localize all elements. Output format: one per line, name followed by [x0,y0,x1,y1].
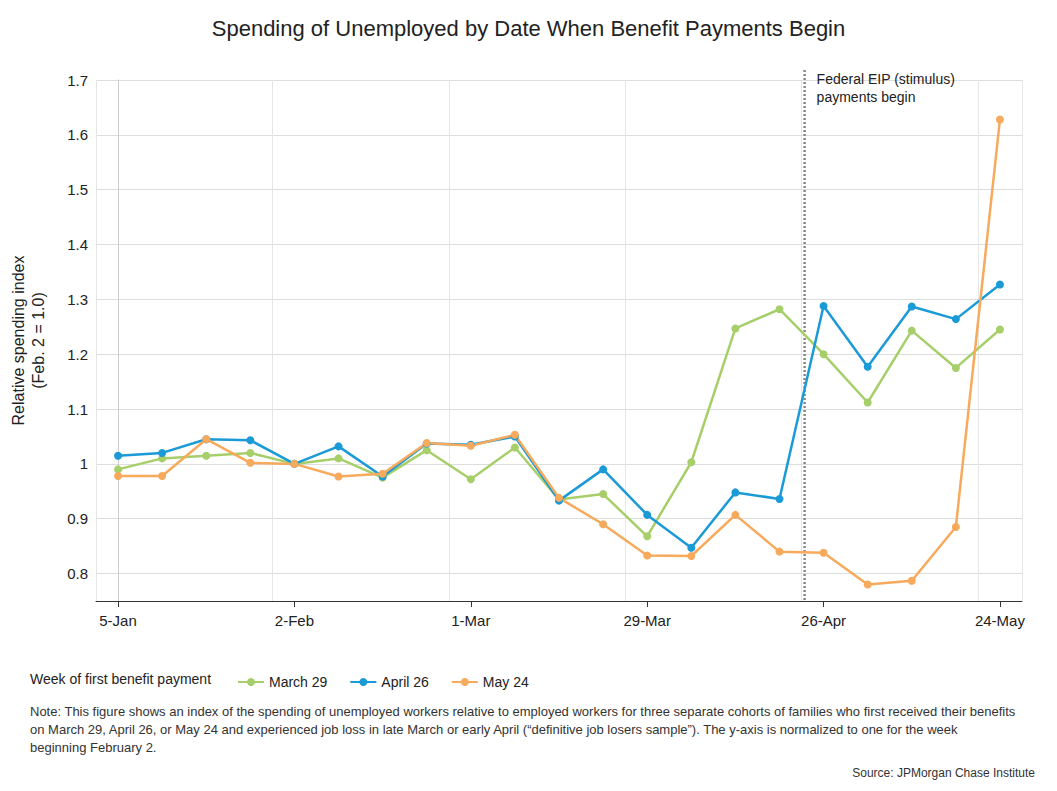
svg-text:(Feb. 2 = 1.0): (Feb. 2 = 1.0) [30,292,47,389]
svg-text:2-Feb: 2-Feb [275,612,314,629]
svg-text:29-Mar: 29-Mar [623,612,671,629]
svg-text:1.4: 1.4 [67,236,88,253]
svg-text:Week of first benefit payment: Week of first benefit payment [30,671,211,687]
svg-text:Spending of Unemployed by Date: Spending of Unemployed by Date When Bene… [212,16,846,41]
svg-text:on March 29, April 26, or May: on March 29, April 26, or May 24 and exp… [30,722,961,737]
svg-text:March 29: March 29 [269,674,328,690]
svg-text:1-Mar: 1-Mar [451,612,490,629]
svg-text:Note: This figure shows an ind: Note: This figure shows an index of the … [30,704,1019,719]
svg-text:1.5: 1.5 [67,181,88,198]
svg-text:1.6: 1.6 [67,126,88,143]
svg-text:Source: JPMorgan Chase Institu: Source: JPMorgan Chase Institute [852,766,1035,780]
svg-text:Relative spending index: Relative spending index [10,256,27,426]
svg-text:5-Jan: 5-Jan [99,612,137,629]
svg-text:1: 1 [80,455,88,472]
svg-text:1.1: 1.1 [67,401,88,418]
svg-text:0.9: 0.9 [67,510,88,527]
svg-text:0.8: 0.8 [67,565,88,582]
svg-text:1.2: 1.2 [67,346,88,363]
svg-text:26-Apr: 26-Apr [801,612,846,629]
svg-text:April 26: April 26 [381,674,429,690]
svg-text:24-May: 24-May [975,612,1026,629]
svg-text:May 24: May 24 [483,674,529,690]
svg-text:payments begin: payments begin [817,89,916,105]
svg-text:beginning February 2.: beginning February 2. [30,740,156,755]
svg-text:1.7: 1.7 [67,72,88,89]
svg-text:Federal EIP (stimulus): Federal EIP (stimulus) [817,71,955,87]
svg-text:1.3: 1.3 [67,291,88,308]
